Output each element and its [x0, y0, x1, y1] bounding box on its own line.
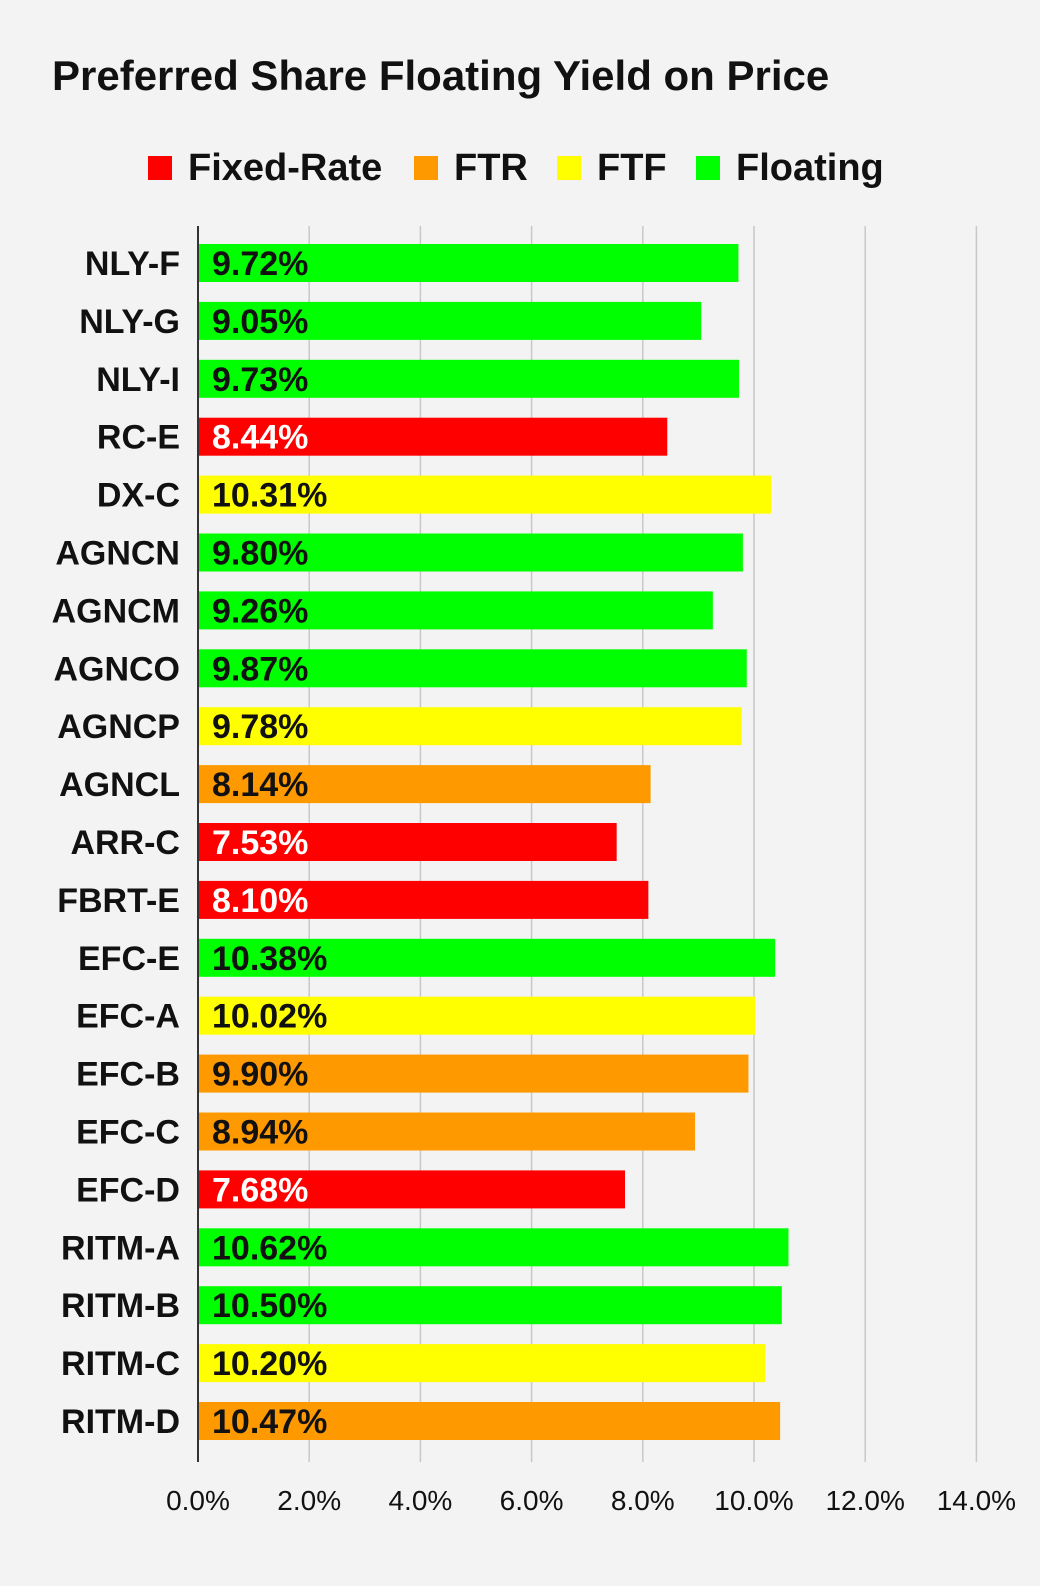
data-label: 9.05%: [212, 303, 308, 341]
bar: [198, 1112, 696, 1151]
x-tick-label: 8.0%: [611, 1485, 675, 1516]
legend-item: Floating: [696, 140, 884, 196]
legend-label: Floating: [736, 146, 884, 189]
category-label: RITM-C: [61, 1345, 180, 1383]
bar: [198, 417, 668, 456]
data-label: 8.44%: [212, 419, 308, 457]
data-label: 9.87%: [212, 650, 308, 688]
x-tick-label: 2.0%: [277, 1485, 341, 1516]
category-label: AGNCL: [59, 766, 180, 804]
category-label: RITM-A: [61, 1229, 180, 1267]
data-label: 8.10%: [212, 882, 308, 920]
bar: [198, 1228, 789, 1267]
bar: [198, 1344, 766, 1383]
data-label: 10.38%: [212, 940, 327, 978]
chart-title: Preferred Share Floating Yield on Price: [52, 52, 830, 99]
x-tick-label: 4.0%: [388, 1485, 452, 1516]
category-label: RITM-B: [61, 1287, 180, 1325]
category-label: RC-E: [97, 419, 180, 457]
category-label: RITM-D: [61, 1403, 180, 1441]
category-label: EFC-E: [78, 940, 180, 978]
data-label: 9.26%: [212, 592, 308, 630]
bar: [198, 880, 649, 919]
category-label: AGNCN: [55, 535, 180, 573]
category-label: EFC-A: [76, 998, 180, 1036]
x-tick-label: 0.0%: [166, 1485, 230, 1516]
category-label: EFC-D: [76, 1171, 180, 1209]
x-tick-label: 12.0%: [825, 1485, 904, 1516]
data-label: 10.31%: [212, 477, 327, 515]
bar: [198, 649, 747, 688]
data-label: 10.47%: [212, 1403, 327, 1441]
legend-swatch: [696, 156, 720, 180]
data-label: 10.50%: [212, 1287, 327, 1325]
bar: [198, 1170, 626, 1209]
data-label: 7.68%: [212, 1171, 308, 1209]
bar: [198, 707, 742, 746]
bar: [198, 1286, 782, 1325]
legend-item: Fixed-Rate: [148, 140, 382, 196]
data-label: 9.90%: [212, 1056, 308, 1094]
legend-item: FTR: [414, 140, 528, 196]
legend-label: FTR: [454, 146, 528, 189]
category-label: EFC-C: [76, 1114, 180, 1152]
category-label: NLY-F: [85, 245, 180, 283]
bar: [198, 475, 772, 514]
data-label: 10.62%: [212, 1229, 327, 1267]
bar: [198, 938, 776, 977]
data-label: 9.78%: [212, 708, 308, 746]
legend-label: Fixed-Rate: [188, 146, 383, 189]
data-label: 9.80%: [212, 535, 308, 573]
data-label: 8.14%: [212, 766, 308, 804]
legend-swatch: [414, 156, 438, 180]
data-label: 9.72%: [212, 245, 308, 283]
bar: [198, 765, 651, 804]
category-label: NLY-G: [79, 303, 180, 341]
legend-item: FTF: [557, 140, 667, 196]
bar: [198, 244, 739, 282]
bar: [198, 533, 743, 572]
bar: [198, 359, 739, 398]
bar: [198, 591, 713, 630]
data-label: 9.73%: [212, 361, 308, 399]
data-label: 10.20%: [212, 1345, 327, 1383]
legend: Fixed-Rate FTR FTF Floating: [0, 140, 1040, 196]
category-label: DX-C: [97, 477, 180, 515]
category-label: FBRT-E: [57, 882, 180, 920]
category-label: AGNCM: [52, 592, 180, 630]
bar: [198, 301, 702, 340]
x-tick-label: 14.0%: [937, 1485, 1016, 1516]
category-label: AGNCO: [53, 650, 180, 688]
category-label: ARR-C: [70, 824, 180, 862]
bar: [198, 1402, 781, 1440]
bar: [198, 1054, 749, 1093]
data-label: 8.94%: [212, 1114, 308, 1152]
category-label: EFC-B: [76, 1056, 180, 1094]
data-label: 7.53%: [212, 824, 308, 862]
legend-swatch: [148, 156, 172, 180]
legend-label: FTF: [597, 146, 667, 189]
category-label: NLY-I: [96, 361, 180, 399]
category-label: AGNCP: [57, 708, 180, 746]
bar: [198, 823, 617, 861]
x-tick-label: 10.0%: [714, 1485, 793, 1516]
x-tick-label: 6.0%: [500, 1485, 564, 1516]
data-label: 10.02%: [212, 998, 327, 1036]
bar: [198, 996, 756, 1035]
legend-swatch: [557, 156, 581, 180]
